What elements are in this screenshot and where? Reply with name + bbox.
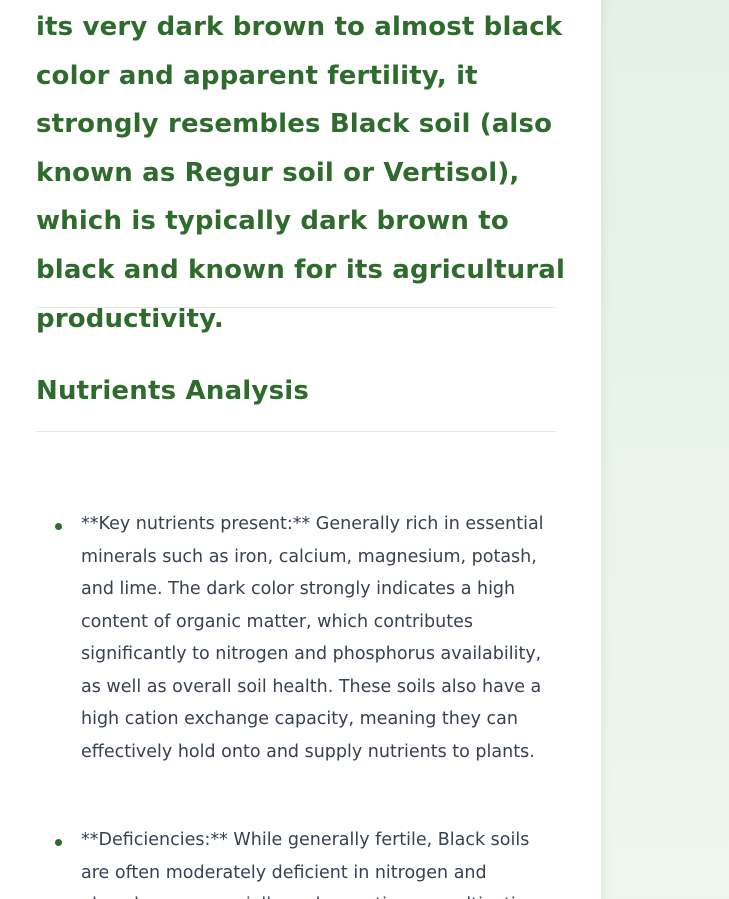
divider — [36, 431, 556, 432]
nutrients-list: **Key nutrients present:** Generally ric… — [36, 508, 561, 899]
bullet-dot-icon — [55, 523, 62, 530]
soil-type-summary: its very dark brown to almost black colo… — [36, 12, 566, 334]
nutrient-deficiencies-text: **Deficiencies:** While generally fertil… — [81, 830, 543, 899]
list-item: **Deficiencies:** While generally fertil… — [36, 824, 561, 899]
list-item: **Key nutrients present:** Generally ric… — [36, 508, 561, 768]
nutrient-key-present-text: **Key nutrients present:** Generally ric… — [81, 514, 544, 762]
bullet-dot-icon — [55, 839, 62, 846]
side-panel — [601, 0, 729, 899]
main-content: its very dark brown to almost black colo… — [36, 12, 566, 899]
divider — [36, 307, 556, 308]
nutrients-analysis-heading: Nutrients Analysis — [36, 376, 310, 406]
